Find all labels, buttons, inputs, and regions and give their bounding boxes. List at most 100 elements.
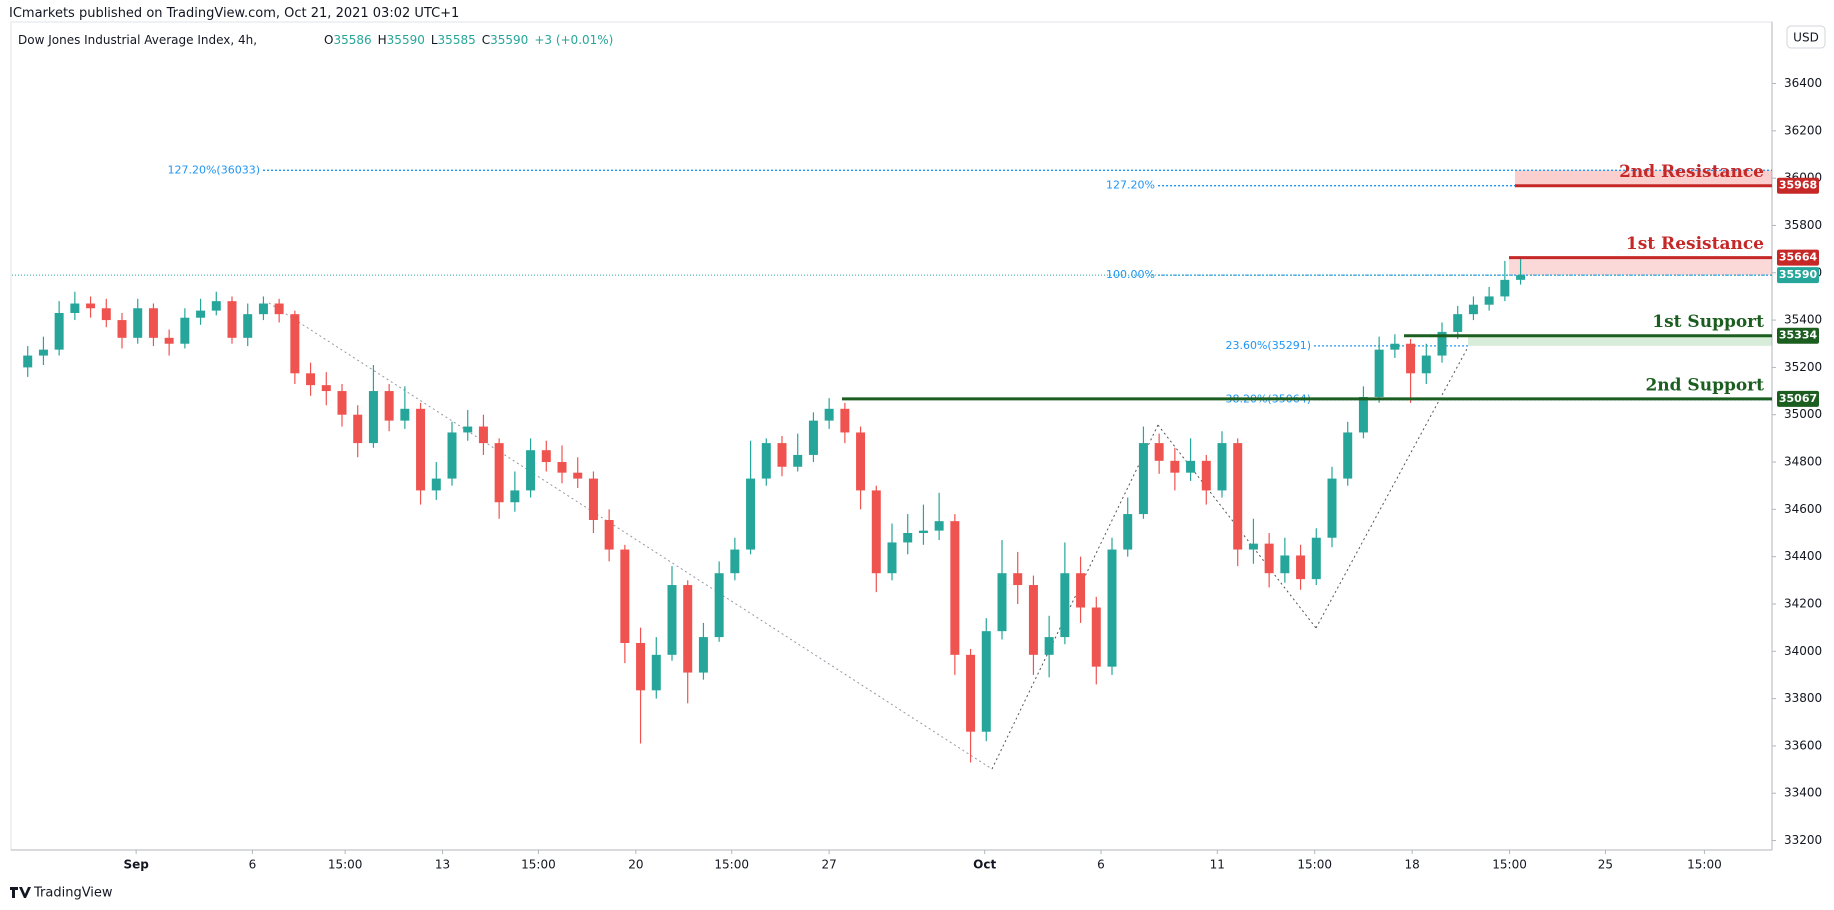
candle-body bbox=[196, 310, 206, 318]
x-tick-label: 15:00 bbox=[521, 858, 556, 872]
candle-body bbox=[306, 373, 316, 386]
candle-body bbox=[101, 308, 111, 321]
candle-body bbox=[1028, 585, 1038, 655]
y-tick-label: 34400 bbox=[1784, 549, 1822, 563]
candle-body bbox=[1406, 343, 1416, 374]
level-name: 1st Support bbox=[1652, 312, 1764, 332]
legend-value: 35590 bbox=[490, 33, 529, 47]
level-axis-label: 35968 bbox=[1779, 179, 1817, 192]
level-axis-label: 35334 bbox=[1779, 329, 1818, 342]
candle-body bbox=[1091, 607, 1101, 667]
candle-body bbox=[510, 490, 520, 503]
y-tick-label: 33600 bbox=[1784, 738, 1822, 752]
candle-body bbox=[1107, 549, 1117, 667]
candle-body bbox=[588, 478, 598, 520]
candle-body bbox=[698, 637, 708, 673]
level-zone bbox=[1509, 257, 1772, 276]
candle-body bbox=[871, 490, 881, 574]
candle-body bbox=[38, 349, 48, 356]
level-name: 2nd Resistance bbox=[1619, 162, 1764, 182]
candle-body bbox=[274, 303, 284, 315]
candle-body bbox=[1233, 443, 1243, 550]
x-tick-label: 6 bbox=[1097, 858, 1105, 872]
candle-body bbox=[1186, 460, 1196, 473]
legend-value: 35590 bbox=[386, 33, 425, 47]
candle-body bbox=[966, 654, 976, 732]
publisher: ICmarkets published on TradingView.com, … bbox=[9, 6, 460, 21]
candle-body bbox=[1154, 443, 1164, 461]
candle-body bbox=[1358, 396, 1368, 433]
candle-body bbox=[918, 530, 928, 533]
candle-body bbox=[180, 317, 190, 344]
candle-body bbox=[1060, 573, 1070, 638]
x-tick-label: 20 bbox=[628, 858, 643, 872]
candle-body bbox=[746, 478, 756, 550]
candle-body bbox=[1390, 343, 1400, 350]
candle-body bbox=[1123, 514, 1133, 550]
candle-body bbox=[447, 432, 457, 479]
candle-body bbox=[604, 519, 614, 550]
fib-label: 127.20% bbox=[1106, 179, 1155, 192]
candle-body bbox=[258, 303, 268, 315]
candle-body bbox=[1013, 573, 1023, 586]
y-tick-label: 34000 bbox=[1784, 644, 1822, 658]
y-tick-label: 36200 bbox=[1784, 123, 1822, 137]
y-tick-label: 33400 bbox=[1784, 786, 1822, 800]
x-tick-label: 25 bbox=[1598, 858, 1613, 872]
candle-body bbox=[290, 314, 300, 374]
x-tick-label: 6 bbox=[249, 858, 257, 872]
candle-body bbox=[557, 462, 567, 473]
candle-body bbox=[1138, 443, 1148, 515]
logo-icon bbox=[10, 887, 31, 898]
level-zone bbox=[1468, 335, 1772, 346]
level-axis-box bbox=[1777, 249, 1819, 266]
level-zone bbox=[1515, 170, 1772, 186]
candle-body bbox=[243, 314, 253, 338]
candle-body bbox=[1484, 296, 1494, 305]
logo: TradingView bbox=[10, 886, 113, 901]
candle-body bbox=[1468, 304, 1478, 315]
currency-button[interactable] bbox=[1786, 25, 1826, 49]
y-tick-label: 35400 bbox=[1784, 313, 1822, 327]
candle-body bbox=[1264, 543, 1274, 574]
candle-body bbox=[1374, 349, 1384, 397]
ohlc-legend: O35586 H35590 L35585 C35590 +3 (+0.01%) bbox=[324, 33, 613, 47]
candle-body bbox=[431, 478, 441, 491]
candle-body bbox=[416, 408, 426, 491]
candle-body bbox=[1343, 432, 1353, 479]
level-axis-box bbox=[1777, 327, 1819, 344]
symbol-title: Dow Jones Industrial Average Index, 4h, bbox=[18, 33, 258, 47]
x-tick-label: 15:00 bbox=[1687, 858, 1722, 872]
candle-body bbox=[840, 408, 850, 433]
candle-body bbox=[950, 521, 960, 655]
candle-body bbox=[1421, 355, 1431, 374]
candle-body bbox=[86, 303, 96, 309]
level-axis-box bbox=[1777, 390, 1819, 407]
currency: USD bbox=[1793, 31, 1819, 45]
level-name: 2nd Support bbox=[1645, 375, 1764, 395]
candle-body bbox=[573, 472, 583, 479]
x-tick-label: 15:00 bbox=[1297, 858, 1332, 872]
candle-body bbox=[117, 320, 127, 338]
candle-body bbox=[1327, 478, 1337, 538]
y-tick-label: 34200 bbox=[1784, 596, 1822, 610]
legend-key: O bbox=[324, 33, 334, 47]
y-tick-label: 34800 bbox=[1784, 455, 1822, 469]
level-name: 1st Resistance bbox=[1626, 234, 1764, 254]
candle-body bbox=[227, 301, 237, 338]
last-price-label: 35590 bbox=[1779, 268, 1818, 281]
candle-body bbox=[1248, 543, 1258, 550]
candle-body bbox=[384, 391, 394, 421]
trend-line bbox=[991, 424, 1159, 770]
level-axis-label: 35664 bbox=[1779, 251, 1818, 264]
candle-body bbox=[651, 654, 661, 691]
candle-body bbox=[54, 312, 64, 350]
candle-body bbox=[997, 573, 1007, 632]
candle-body bbox=[70, 303, 80, 313]
candle-body bbox=[368, 391, 378, 444]
candle-body bbox=[23, 355, 33, 368]
candle-body bbox=[1516, 275, 1526, 280]
y-tick-label: 35200 bbox=[1784, 360, 1822, 374]
candle-body bbox=[1280, 555, 1290, 574]
